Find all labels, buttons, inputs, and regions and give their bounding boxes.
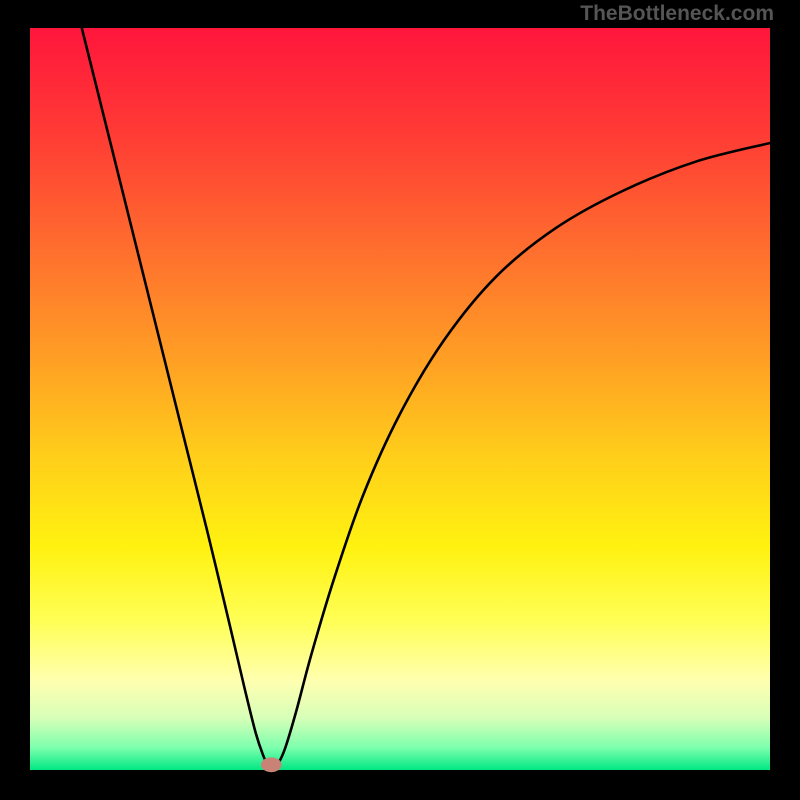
chart-stage: TheBottleneck.com: [0, 0, 800, 800]
bottleneck-chart: [0, 0, 800, 800]
watermark-text: TheBottleneck.com: [580, 2, 774, 26]
optimal-point-marker: [261, 757, 282, 772]
plot-background: [30, 28, 770, 770]
